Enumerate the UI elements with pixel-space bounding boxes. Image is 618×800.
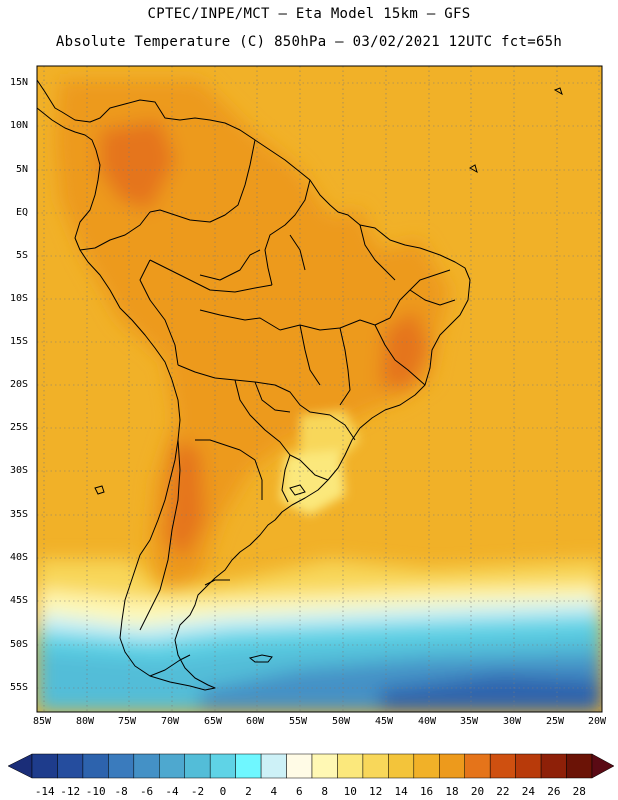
colorbar-swatch (82, 753, 109, 779)
colorbar-swatch (159, 753, 185, 779)
colorbar-label: 0 (219, 785, 227, 798)
lat-label: 5S (16, 250, 29, 261)
warm-field-regions (55, 80, 450, 600)
colorbar-label: -8 (114, 785, 128, 798)
lon-label: 20W (588, 716, 607, 727)
lon-label: 55W (289, 716, 308, 727)
colorbar-label: -2 (190, 785, 205, 798)
lon-label: 75W (118, 716, 137, 727)
colorbar-label: -10 (85, 785, 106, 798)
colorbar-label: 4 (270, 785, 278, 798)
colorbar-swatch (515, 753, 542, 779)
colorbar-swatch (31, 753, 58, 779)
lon-label: 80W (76, 716, 95, 727)
colorbar-label: 28 (572, 785, 586, 798)
lon-label: 85W (33, 716, 52, 727)
colorbar-over-arrow (591, 753, 615, 779)
colorbar-swatch (57, 753, 84, 779)
colorbar-swatch (108, 753, 135, 779)
colorbar-label: 2 (245, 785, 252, 798)
colorbar-swatch (184, 753, 211, 779)
colorbar-label: 24 (521, 785, 535, 798)
colorbar-swatch (566, 753, 593, 779)
colorbar-label: 20 (470, 785, 485, 798)
lat-label: 40S (10, 552, 29, 563)
lat-label: 25S (10, 422, 29, 433)
lat-label: 15N (10, 77, 29, 88)
colorbar-label: 8 (321, 785, 329, 798)
lon-label: 30W (503, 716, 522, 727)
colorbar-swatch (540, 753, 567, 779)
colorbar (7, 753, 615, 779)
colorbar-label: 6 (295, 785, 303, 798)
lon-label: 70W (161, 716, 180, 727)
lat-label: 30S (10, 465, 29, 476)
lat-label: 10N (10, 120, 29, 131)
lon-label: 65W (204, 716, 223, 727)
colorbar-label: -14 (34, 785, 55, 798)
lat-label: 55S (10, 682, 29, 693)
lat-label: 45S (10, 595, 29, 606)
colorbar-swatch (388, 753, 415, 779)
islands (94, 87, 563, 663)
colorbar-swatch (133, 753, 160, 779)
colorbar-swatch (235, 753, 262, 779)
colorbar-label: 26 (547, 785, 561, 798)
chart-title-line2: Absolute Temperature (C) 850hPa – 03/02/… (55, 34, 563, 50)
southern-cold-bands (37, 560, 602, 712)
colorbar-label: 22 (496, 785, 510, 798)
lon-label: 25W (546, 716, 565, 727)
lat-label: 5N (16, 164, 29, 175)
lon-label: 60W (246, 716, 265, 727)
lat-label: EQ (16, 207, 29, 218)
colorbar-swatch (209, 753, 236, 779)
colorbar-label: 14 (394, 785, 408, 798)
colorbar-label: 16 (419, 785, 434, 798)
colorbar-swatch (260, 753, 287, 779)
lat-label: 35S (10, 509, 29, 520)
lon-label: 40W (418, 716, 437, 727)
colorbar-label: 10 (343, 785, 357, 798)
coastlines (36, 79, 471, 691)
colorbar-label: 12 (369, 785, 383, 798)
colorbar-label: -4 (165, 785, 179, 798)
colorbar-swatch (362, 753, 389, 779)
colorbar-swatch (464, 753, 491, 779)
lat-label: 50S (10, 639, 29, 650)
colorbar-swatch (337, 753, 364, 779)
lon-label: 35W (460, 716, 479, 727)
chart-title-line1: CPTEC/INPE/MCT – Eta Model 15km – GFS (147, 6, 471, 22)
colorbar-label: 18 (445, 785, 459, 798)
colorbar-label: -12 (60, 785, 81, 798)
lat-label: 15S (10, 336, 29, 347)
plot-frame (36, 65, 603, 713)
colorbar-under-arrow (7, 753, 33, 779)
colorbar-swatch (413, 753, 440, 779)
lat-label: 20S (10, 379, 29, 390)
colorbar-swatch (286, 753, 313, 779)
lon-label: 50W (332, 716, 351, 727)
colorbar-swatch (489, 753, 516, 779)
colorbar-label: -6 (139, 785, 154, 798)
lon-label: 45W (375, 716, 394, 727)
colorbar-swatch (439, 753, 465, 779)
lat-label: 10S (10, 293, 29, 304)
colorbar-swatch (311, 753, 338, 779)
